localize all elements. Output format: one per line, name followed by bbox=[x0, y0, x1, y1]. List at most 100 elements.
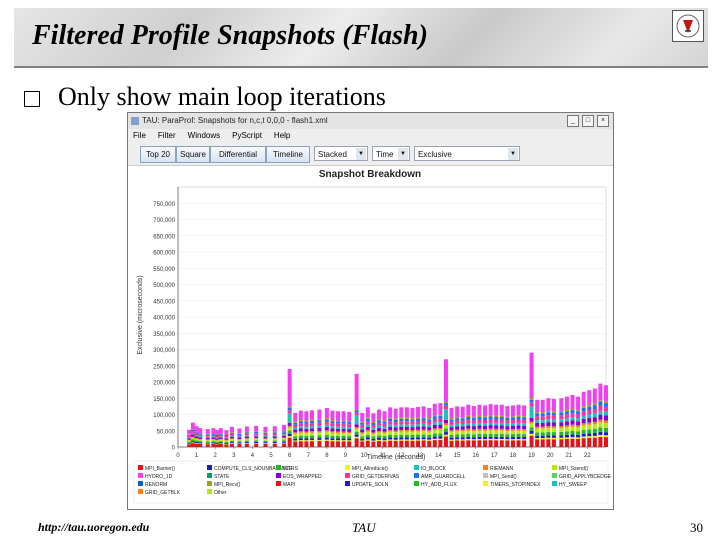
bar-segment bbox=[416, 417, 421, 419]
bar-segment bbox=[254, 432, 259, 434]
bar-segment bbox=[416, 431, 421, 435]
bar-segment bbox=[229, 433, 234, 436]
bar-segment bbox=[576, 437, 581, 439]
bar-segment bbox=[190, 439, 195, 442]
bar-segment bbox=[488, 425, 493, 429]
bar-segment bbox=[410, 421, 415, 425]
chevron-down-icon: ▼ bbox=[356, 148, 366, 160]
bar-segment bbox=[421, 440, 426, 447]
bar-segment bbox=[293, 427, 298, 430]
bar-segment bbox=[592, 417, 597, 422]
bar-segment bbox=[483, 430, 488, 435]
bar-segment bbox=[505, 416, 510, 418]
bar-segment bbox=[438, 424, 443, 429]
bar-segment bbox=[449, 418, 454, 420]
toolbar: Top 20 Square Differential Timeline Stac… bbox=[128, 143, 613, 166]
value-select[interactable]: Exclusive ▼ bbox=[414, 146, 520, 161]
legend-label: GRID_APPLYBCEDGE bbox=[559, 474, 612, 480]
bar-segment bbox=[341, 438, 346, 441]
x-tick-label: 0 bbox=[176, 453, 180, 459]
window-controls: _ □ × bbox=[567, 115, 609, 127]
bar-segment bbox=[309, 431, 314, 433]
bar-segment bbox=[330, 441, 335, 447]
bar-segment bbox=[211, 442, 216, 444]
bar-segment bbox=[388, 429, 393, 432]
bar-segment bbox=[211, 433, 216, 435]
legend-label: HY_ADD_FLUX bbox=[421, 482, 458, 488]
bar-segment bbox=[187, 435, 192, 438]
bar-segment bbox=[309, 438, 314, 441]
mode-select[interactable]: Stacked ▼ bbox=[314, 146, 368, 161]
square-button[interactable]: Square bbox=[176, 146, 210, 163]
bar-segment bbox=[404, 407, 409, 418]
bar-segment bbox=[499, 433, 504, 437]
menu-help[interactable]: Help bbox=[273, 131, 291, 140]
bar-segment bbox=[194, 426, 199, 432]
x-tick-label: 9 bbox=[344, 453, 348, 459]
bar-segment bbox=[410, 439, 415, 441]
bar-segment bbox=[564, 396, 569, 410]
bar-segment bbox=[505, 437, 510, 440]
bar-segment bbox=[460, 424, 465, 427]
bar-segment bbox=[570, 437, 575, 439]
minimize-button[interactable]: _ bbox=[567, 115, 579, 127]
bar-segment bbox=[371, 413, 376, 422]
bar-segment bbox=[224, 435, 229, 437]
metric-select[interactable]: Time ▼ bbox=[372, 146, 410, 161]
menu-file[interactable]: File bbox=[133, 131, 146, 140]
bar-segment bbox=[559, 427, 564, 432]
bar-segment bbox=[229, 432, 234, 433]
window-titlebar[interactable]: TAU: ParaProf: Snapshots for n,c,t 0,0,0… bbox=[128, 113, 613, 130]
bar-segment bbox=[535, 399, 540, 413]
x-tick-label: 8 bbox=[325, 453, 329, 459]
bar-segment bbox=[371, 440, 376, 442]
bar-segment bbox=[551, 411, 556, 413]
bar-segment bbox=[354, 438, 359, 447]
bar-segment bbox=[540, 432, 545, 436]
menu-filter[interactable]: Filter bbox=[157, 131, 176, 140]
bar-segment bbox=[205, 442, 210, 444]
bar-segment bbox=[317, 422, 322, 426]
bar-segment bbox=[298, 432, 303, 436]
bar-segment bbox=[365, 424, 370, 427]
bar-segment bbox=[455, 429, 460, 432]
bar-segment bbox=[304, 420, 309, 422]
bar-segment bbox=[371, 423, 376, 426]
bar-segment bbox=[198, 443, 203, 447]
bar-segment bbox=[229, 426, 234, 433]
bar-segment bbox=[427, 418, 432, 420]
bar-segment bbox=[393, 439, 398, 441]
bar-segment bbox=[494, 425, 499, 429]
legend-swatch bbox=[483, 473, 488, 478]
differential-button[interactable]: Differential bbox=[210, 146, 266, 163]
bar-segment bbox=[559, 415, 564, 420]
menu-windows[interactable]: Windows bbox=[187, 131, 221, 140]
bar-segment bbox=[546, 419, 551, 423]
bar-segment bbox=[529, 423, 534, 428]
bar-segment bbox=[187, 444, 192, 447]
bar-segment bbox=[416, 437, 421, 440]
maximize-button[interactable]: □ bbox=[582, 115, 594, 127]
bar-segment bbox=[229, 436, 234, 439]
close-button[interactable]: × bbox=[597, 115, 609, 127]
bar-segment bbox=[460, 429, 465, 432]
bar-segment bbox=[564, 418, 569, 422]
bar-segment bbox=[388, 421, 393, 425]
bar-segment bbox=[237, 428, 242, 434]
bar-segment bbox=[510, 437, 515, 440]
menu-pyscript[interactable]: PyScript bbox=[232, 131, 262, 140]
legend-swatch bbox=[207, 465, 212, 470]
bar-segment bbox=[427, 430, 432, 432]
bar-segment bbox=[449, 440, 454, 447]
top20-button[interactable]: Top 20 bbox=[140, 146, 176, 163]
bar-segment bbox=[254, 425, 259, 432]
bar-segment bbox=[529, 397, 534, 400]
bar-segment bbox=[449, 427, 454, 431]
bar-segment bbox=[494, 436, 499, 439]
bar-segment bbox=[237, 439, 242, 442]
bar-segment bbox=[399, 421, 404, 425]
bar-segment bbox=[198, 438, 203, 440]
bar-segment bbox=[421, 431, 426, 435]
timeline-button[interactable]: Timeline bbox=[266, 146, 310, 163]
y-tick-label: 700,000 bbox=[153, 218, 175, 224]
